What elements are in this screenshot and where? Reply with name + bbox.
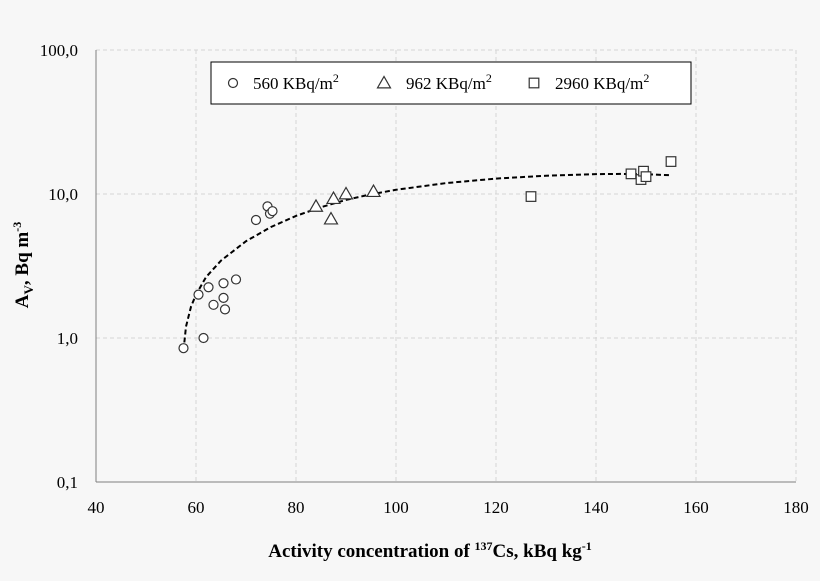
square-data-point [640, 171, 652, 183]
triangle-data-point [325, 190, 342, 205]
x-tick-label: 100 [383, 498, 409, 517]
square-data-point [665, 156, 677, 167]
legend: 560 KBq/m2 962 KBq/m2 2960 KBq/m2 [210, 61, 692, 105]
triangle-data-point [338, 186, 354, 200]
axes [95, 50, 796, 483]
circle-data-point [193, 289, 204, 300]
x-axis-title: Activity concentration of 137Cs, kBq kg-… [268, 539, 592, 562]
grid [96, 49, 797, 482]
circle-data-point [267, 206, 278, 217]
circle-data-point [208, 299, 219, 310]
triangle-data-point [308, 198, 324, 212]
triangle-data-point [323, 211, 339, 225]
circle-data-point [218, 278, 229, 289]
tick-labels: 40 60 80 100 120 140 160 180 0,1 1,0 10,0 100,0 [40, 41, 809, 517]
y-tick-label: 1,0 [57, 329, 78, 348]
x-tick-label: 160 [683, 498, 709, 517]
legend-label: 962 KBq/m2 [406, 71, 492, 93]
x-tick-label: 60 [188, 498, 205, 517]
circle-data-point [218, 292, 229, 303]
circle-data-point [250, 214, 262, 226]
y-tick-label: 10,0 [48, 185, 78, 204]
circle-data-point [219, 304, 231, 315]
square-legend-icon [528, 77, 540, 89]
y-axis-title: AV, Bq m-3 [10, 222, 36, 308]
legend-label: 2960 KBq/m2 [555, 71, 649, 93]
square-data-point [625, 168, 637, 180]
circle-data-point [198, 332, 209, 344]
legend-entry: 2960 KBq/m2 [528, 71, 649, 93]
data-points [178, 156, 677, 354]
circle-data-point [178, 343, 189, 354]
x-tick-label: 180 [783, 498, 809, 517]
legend-entry: 560 KBq/m2 [227, 71, 339, 93]
legend-entry: 962 KBq/m2 [376, 71, 492, 93]
x-tick-label: 80 [288, 498, 305, 517]
y-tick-label: 0,1 [57, 473, 78, 492]
legend-label: 560 KBq/m2 [253, 71, 339, 93]
square-data-point [525, 191, 537, 202]
legend-items: 560 KBq/m2 962 KBq/m2 2960 KBq/m2 [227, 71, 649, 93]
circle-data-point [230, 274, 242, 285]
triangle-legend-icon [376, 75, 392, 89]
y-tick-label: 100,0 [40, 41, 78, 60]
x-tick-label: 140 [583, 498, 609, 517]
x-tick-label: 40 [88, 498, 105, 517]
legend-box [210, 61, 692, 105]
circle-legend-icon [227, 77, 239, 89]
triangle-data-point [365, 183, 382, 198]
circle-data-point [203, 282, 214, 293]
x-tick-label: 120 [483, 498, 509, 517]
